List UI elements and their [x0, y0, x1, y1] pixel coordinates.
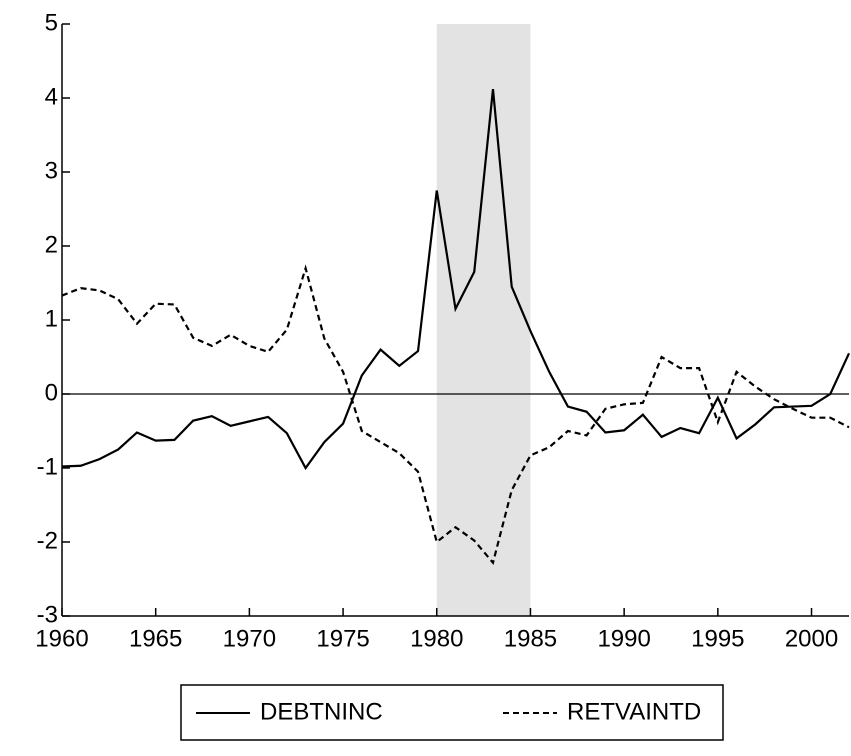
y-tick-label: 4 — [45, 83, 58, 110]
x-tick-label: 1985 — [504, 625, 557, 652]
shaded-region — [436, 24, 531, 616]
legend-box — [180, 684, 724, 741]
x-tick-label: 2000 — [785, 625, 838, 652]
y-tick-label: 2 — [45, 231, 58, 258]
series-line — [61, 264, 850, 566]
y-tick-label: -2 — [37, 527, 58, 554]
y-tick-label: 0 — [45, 379, 58, 406]
x-tick-label: 1990 — [597, 625, 650, 652]
series-line — [61, 89, 850, 471]
x-tick-label: 1960 — [35, 625, 88, 652]
x-tick-label: 1995 — [691, 625, 744, 652]
x-tick-label: 1975 — [316, 625, 369, 652]
y-tick-label: -3 — [37, 601, 58, 628]
x-tick-label: 1965 — [129, 625, 182, 652]
legend-label: DEBTNINC — [260, 698, 383, 725]
y-tick-label: 5 — [45, 9, 58, 36]
y-tick-label: -1 — [37, 453, 58, 480]
x-tick-label: 1980 — [410, 625, 463, 652]
x-tick-label: 1970 — [223, 625, 276, 652]
legend-label: RETVAINTD — [567, 698, 701, 725]
y-tick-label: 1 — [45, 305, 58, 332]
y-tick-label: 3 — [45, 157, 58, 184]
